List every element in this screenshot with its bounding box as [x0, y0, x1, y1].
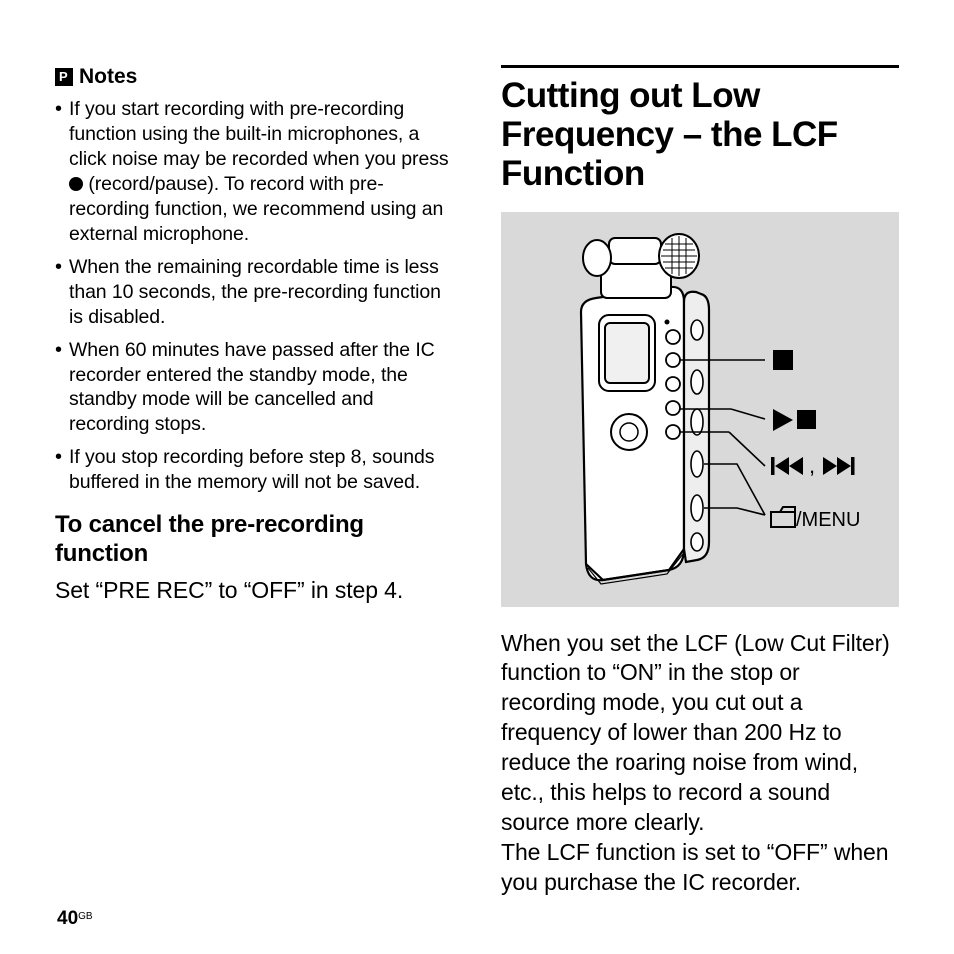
page-region: GB — [78, 911, 92, 922]
lcf-description-1: When you set the LCF (Low Cut Filter) fu… — [501, 629, 899, 838]
note-item: When the remaining recordable time is le… — [55, 255, 453, 330]
device-illustration: , /MENU — [501, 212, 899, 607]
folder-menu-label: /MENU — [771, 507, 860, 531]
main-heading: Cutting out Low Frequency – the LCF Func… — [501, 65, 899, 194]
note-item: If you start recording with pre-recordin… — [55, 97, 453, 247]
cancel-heading: To cancel the pre-recording function — [55, 511, 453, 568]
notes-list: If you start recording with pre-recordin… — [55, 97, 453, 495]
left-column: Notes If you start recording with pre-re… — [55, 65, 453, 898]
note-item: If you stop recording before step 8, sou… — [55, 445, 453, 495]
cancel-body: Set “PRE REC” to “OFF” in step 4. — [55, 576, 453, 606]
note-item: When 60 minutes have passed after the IC… — [55, 338, 453, 438]
stop-icon — [773, 350, 793, 370]
folder-icon — [771, 507, 795, 527]
svg-text:,: , — [809, 453, 815, 478]
notes-header: Notes — [55, 65, 453, 89]
menu-text: /MENU — [796, 509, 860, 531]
lcf-description-2: The LCF function is set to “OFF” when yo… — [501, 838, 899, 898]
notes-icon — [55, 68, 73, 86]
right-column: Cutting out Low Frequency – the LCF Func… — [501, 65, 899, 898]
notes-label: Notes — [79, 65, 137, 89]
play-stop-icon — [773, 409, 816, 431]
device-figure: , /MENU — [501, 212, 899, 607]
page-number: 40GB — [57, 908, 93, 930]
record-dot-icon — [69, 177, 83, 191]
prev-next-icon: , — [771, 453, 855, 478]
page-number-value: 40 — [57, 908, 78, 929]
